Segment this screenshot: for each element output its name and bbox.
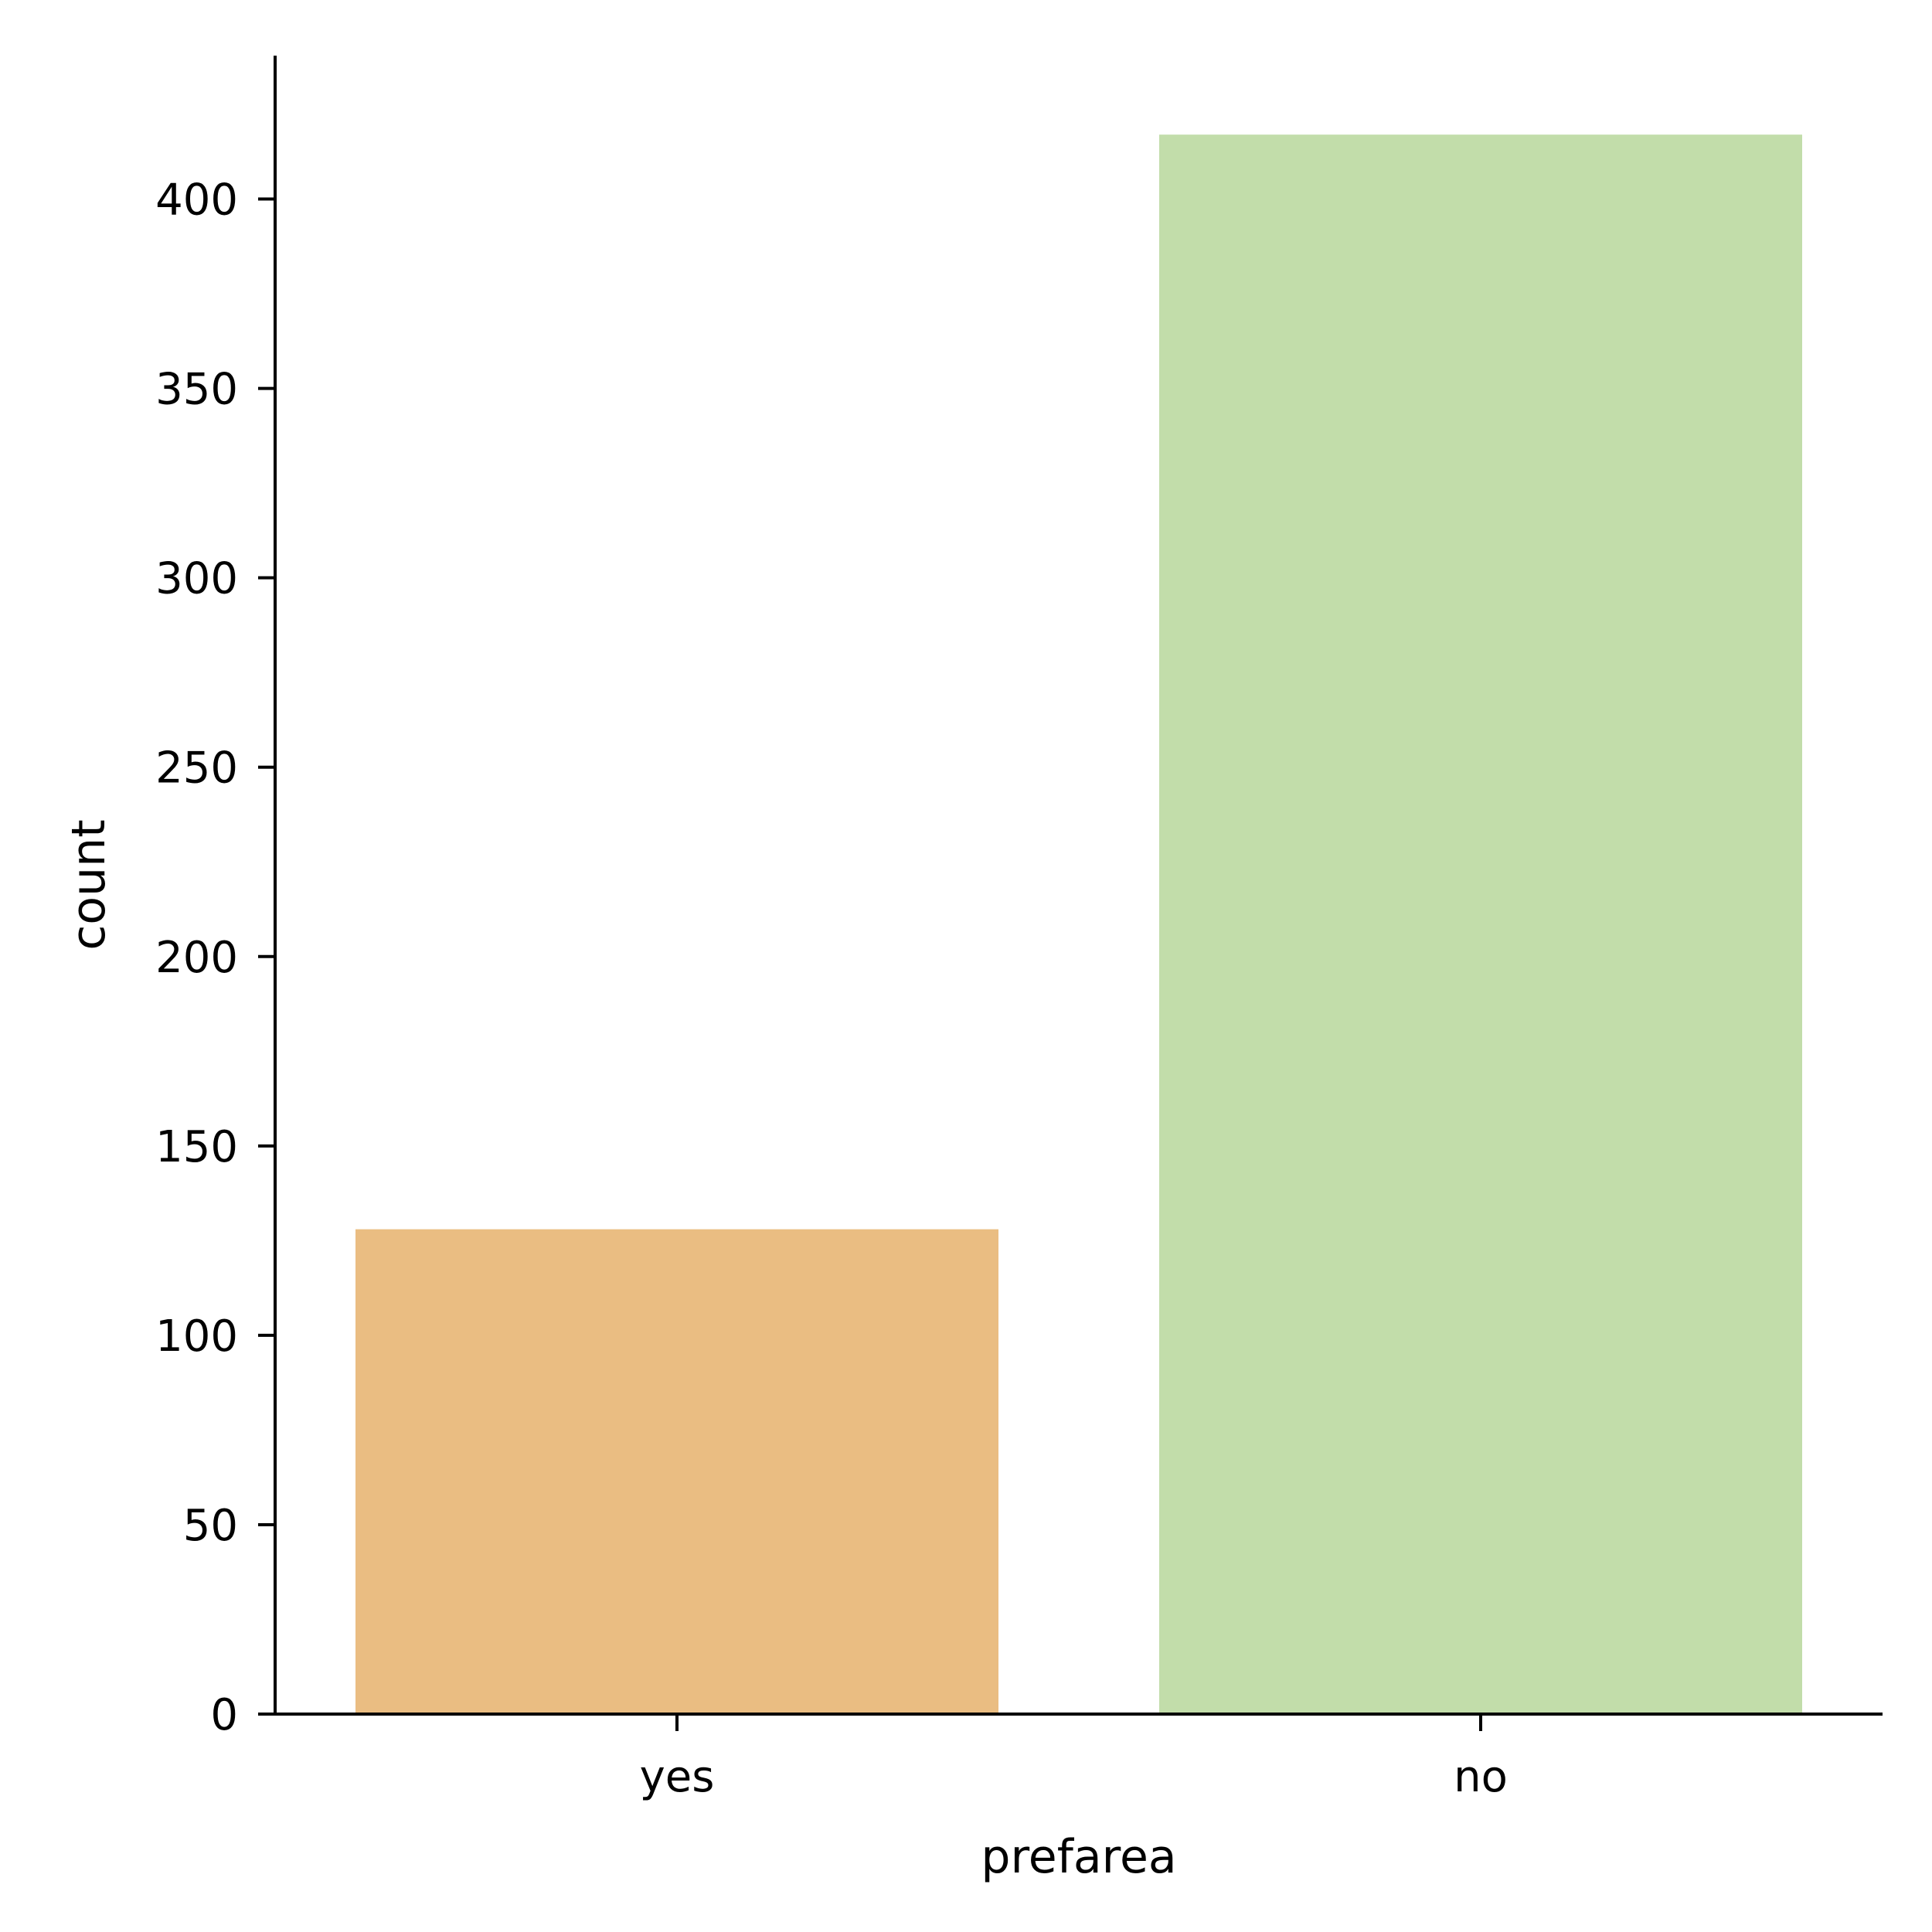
y-tick-label: 200 <box>155 933 238 983</box>
y-tick-label: 150 <box>155 1122 238 1172</box>
y-tick-label: 350 <box>155 365 238 415</box>
y-tick-label: 50 <box>183 1501 238 1551</box>
bars-group <box>355 134 1802 1715</box>
y-axis-ticks: 0 50 100 150 200 250 300 350 400 <box>155 175 275 1740</box>
x-axis-label: prefarea <box>981 1830 1176 1884</box>
y-tick-label: 100 <box>155 1311 238 1362</box>
y-tick-label: 0 <box>210 1690 238 1740</box>
x-tick-label-yes: yes <box>640 1752 715 1802</box>
y-tick-label: 300 <box>155 554 238 604</box>
y-tick-label: 400 <box>155 175 238 226</box>
x-tick-label-no: no <box>1454 1752 1508 1802</box>
y-axis-label: count <box>62 819 116 950</box>
x-axis-ticks: yes no <box>640 1714 1508 1802</box>
bar-no <box>1159 134 1802 1715</box>
y-tick-label: 250 <box>155 743 238 794</box>
bar-yes <box>355 1229 998 1714</box>
